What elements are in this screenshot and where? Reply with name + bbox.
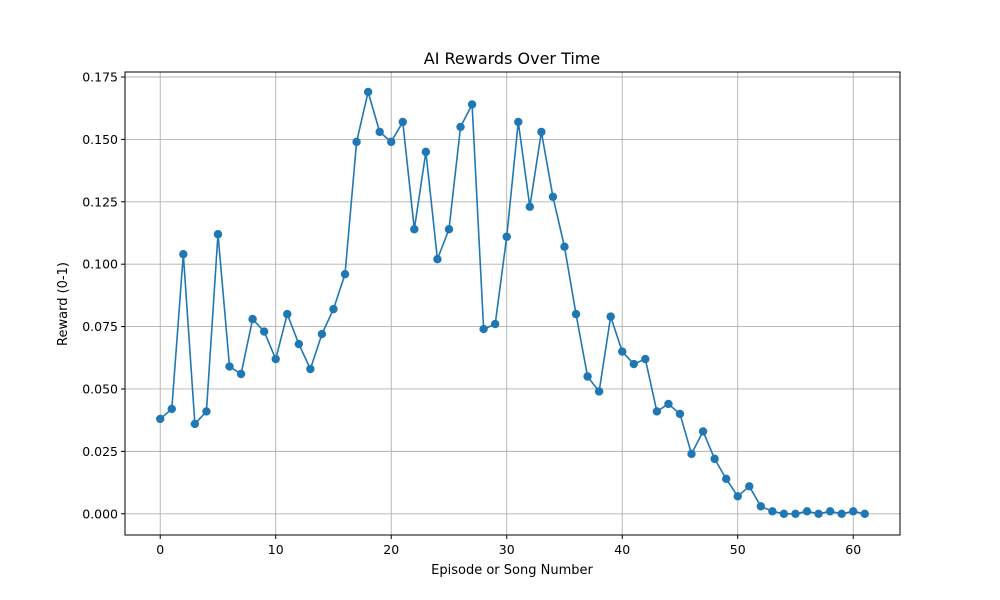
data-point [837, 509, 846, 518]
data-point [629, 359, 638, 369]
data-point [444, 225, 454, 234]
data-point [236, 369, 246, 379]
y-tick-label: 0.075 [82, 319, 118, 334]
data-point [525, 202, 535, 211]
x-axis-label: Episode or Song Number [431, 563, 593, 578]
chart-title: AI Rewards Over Time [424, 49, 600, 68]
y-tick-label: 0.050 [82, 381, 118, 396]
data-point [745, 482, 754, 491]
data-point [814, 509, 823, 518]
data-point [849, 507, 858, 516]
data-point [202, 407, 211, 416]
data-point [259, 327, 269, 336]
y-tick-label: 0.000 [82, 506, 118, 521]
data-point [825, 507, 835, 516]
data-point [537, 127, 546, 137]
data-point [294, 339, 304, 349]
series-line [159, 91, 865, 515]
data-point [479, 324, 488, 334]
data-point [421, 147, 431, 157]
data-point [283, 309, 292, 319]
data-point [583, 372, 592, 381]
data-point [329, 304, 338, 314]
data-point [190, 419, 200, 429]
x-tick-label: 0 [156, 542, 164, 557]
data-point [618, 347, 627, 356]
data-point [225, 362, 234, 371]
data-point [791, 509, 800, 518]
y-tick-label: 0.150 [82, 132, 118, 147]
data-point [156, 414, 165, 424]
data-point [802, 507, 812, 516]
data-point [490, 319, 500, 329]
grid-lines [125, 72, 900, 535]
data-point [167, 404, 176, 414]
data-point [698, 427, 708, 436]
data-point [352, 137, 361, 147]
data-point [768, 507, 777, 516]
y-tick-label: 0.125 [82, 194, 118, 209]
data-point [664, 399, 673, 409]
data-point [363, 87, 373, 97]
x-tick-label: 60 [845, 542, 861, 557]
data-point [733, 492, 742, 501]
x-tick-label: 10 [268, 542, 284, 557]
y-axis-ticks: 0.000 0.025 0.050 0.075 0.100 0.125 0.150 0.175 [82, 69, 125, 521]
data-point [375, 127, 384, 137]
data-point [721, 474, 731, 484]
y-tick-label: 0.100 [82, 257, 118, 272]
y-axis-label: Reward (0-1) [56, 262, 71, 346]
data-point [248, 314, 257, 324]
plot-frame [124, 71, 901, 536]
x-axis-ticks: 0 10 20 30 40 50 60 [156, 535, 861, 557]
data-point [548, 192, 558, 201]
data-point [641, 354, 650, 364]
data-point [467, 100, 477, 109]
x-tick-label: 20 [383, 542, 399, 557]
data-point [317, 329, 327, 339]
data-point [306, 364, 315, 374]
data-point [594, 387, 604, 396]
x-tick-label: 50 [730, 542, 746, 557]
data-point [502, 232, 511, 241]
data-point [398, 117, 407, 127]
data-point [710, 454, 719, 464]
data-point [687, 449, 696, 459]
data-point [387, 137, 396, 147]
data-point [456, 122, 465, 132]
data-point [340, 269, 350, 279]
data-point [213, 230, 223, 239]
data-point [433, 254, 442, 264]
data-point [514, 117, 523, 127]
data-point [560, 242, 569, 251]
data-point [860, 509, 869, 518]
data-point [779, 509, 789, 518]
x-tick-label: 30 [499, 542, 515, 557]
data-point [571, 309, 581, 319]
data-point [410, 225, 419, 234]
data-point [606, 312, 615, 321]
x-tick-label: 40 [614, 542, 630, 557]
data-point [675, 409, 685, 419]
data-point [179, 250, 188, 259]
data-point [652, 407, 662, 416]
data-point [271, 354, 280, 364]
data-point [756, 502, 766, 511]
y-tick-label: 0.175 [82, 69, 118, 84]
series-layer [156, 87, 869, 518]
y-tick-label: 0.025 [82, 444, 118, 459]
